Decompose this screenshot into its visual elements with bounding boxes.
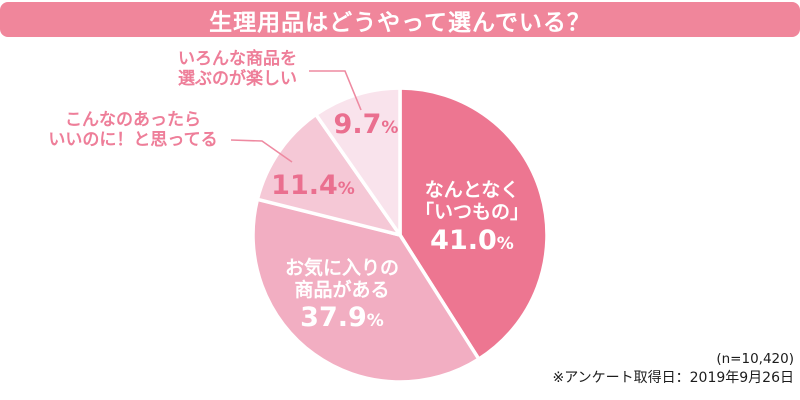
slice-percent-ironna: 9.7% (334, 110, 399, 143)
pie-slice-1 (251, 197, 481, 384)
slice-percent: 11.4% (271, 170, 355, 201)
slice-percent: 9.7% (333, 109, 399, 140)
slice-label-itsumono: なんとなく 「いつもの」 41.0% (414, 179, 530, 259)
callout-konna-label: こんなのあったら いいのに！と思ってる (48, 110, 218, 150)
page-title: 生理用品はどうやって選んでいる？ (209, 9, 591, 36)
survey-date: ※アンケート取得日：2019年9月26日 (552, 370, 794, 386)
leader-line-0 (309, 70, 362, 111)
pie-slice-2 (255, 112, 402, 237)
slice-label-okiniiri: お気に入りの 商品がある 37.9% (284, 257, 400, 336)
sample-size: (n=10,420) (716, 351, 794, 367)
slice-percent: 41.0% (430, 225, 514, 256)
slice-percent: 37.9% (300, 302, 384, 333)
slice-label-text: なんとなく 「いつもの」 (414, 179, 530, 223)
slice-label-text: お気に入りの 商品がある (284, 257, 400, 301)
callout-ironna-label: いろんな商品を 選ぶのが楽しい (178, 49, 297, 89)
pie-slice-3 (314, 86, 402, 237)
footnotes: (n=10,420) ※アンケート取得日：2019年9月26日 (552, 350, 794, 388)
title-banner: 生理用品はどうやって選んでいる？ (0, 2, 800, 37)
slice-percent-konna: 11.4% (271, 171, 355, 204)
leader-line-1 (230, 139, 293, 163)
